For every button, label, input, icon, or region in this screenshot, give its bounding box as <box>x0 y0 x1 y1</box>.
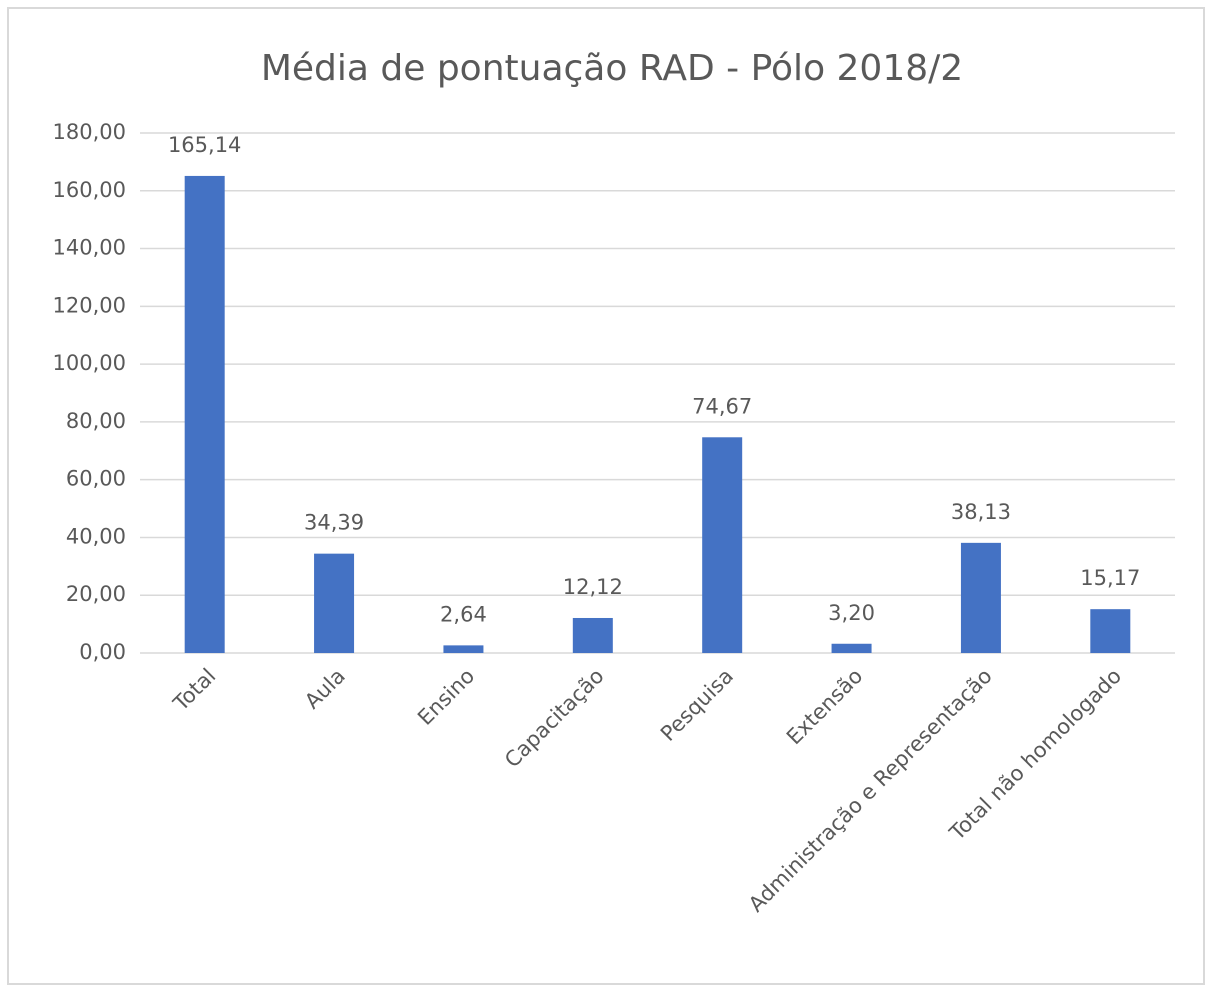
data-label: 38,13 <box>951 500 1011 524</box>
data-label: 3,20 <box>828 601 875 625</box>
y-tick-label: 0,00 <box>79 640 126 664</box>
data-label: 165,14 <box>168 133 241 157</box>
bar <box>184 175 225 653</box>
y-tick-label: 80,00 <box>66 409 126 433</box>
bar <box>572 617 613 653</box>
data-label: 12,12 <box>563 575 623 599</box>
y-tick-label: 120,00 <box>53 293 126 317</box>
y-tick-label: 100,00 <box>53 351 126 375</box>
y-tick-label: 20,00 <box>66 582 126 606</box>
bar <box>960 542 1001 653</box>
bar <box>443 645 484 653</box>
y-tick-label: 60,00 <box>66 467 126 491</box>
data-label: 15,17 <box>1080 566 1140 590</box>
y-tick-label: 140,00 <box>53 236 126 260</box>
bar <box>702 437 743 653</box>
data-label: 2,64 <box>440 602 487 626</box>
y-tick-label: 180,00 <box>53 120 126 144</box>
data-label: 74,67 <box>692 394 752 418</box>
chart-title: Média de pontuação RAD - Pólo 2018/2 <box>261 48 963 89</box>
data-label: 34,39 <box>304 511 364 535</box>
bar <box>314 553 355 653</box>
y-tick-label: 40,00 <box>66 524 126 548</box>
bar <box>1090 609 1131 653</box>
bar <box>831 643 872 653</box>
y-tick-label: 160,00 <box>53 178 126 202</box>
